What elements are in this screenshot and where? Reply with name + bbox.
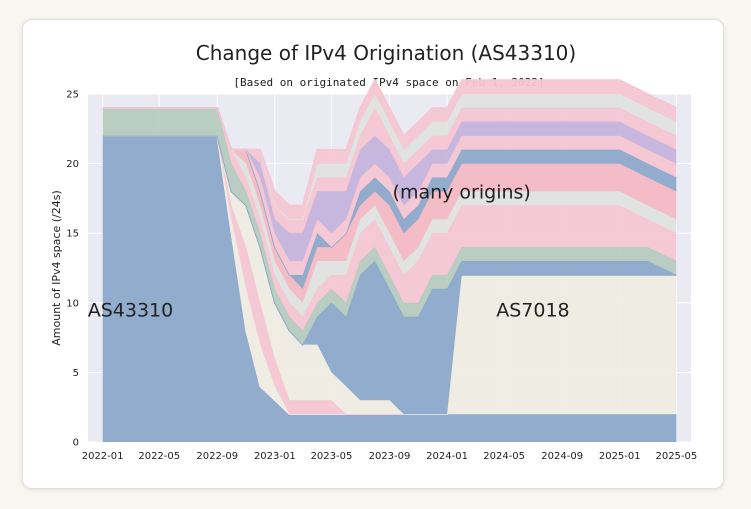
x-tick-label: 2025-01: [599, 451, 641, 462]
area-series-1: [102, 135, 677, 415]
y-tick-label: 25: [66, 90, 79, 101]
area-series-14: [102, 107, 677, 234]
x-tick-label: 2022-05: [138, 451, 180, 462]
x-tick-label: 2023-01: [254, 451, 296, 462]
annotation-label: (many origins): [393, 181, 531, 203]
area-series-13: [102, 107, 677, 262]
area-series-10: [102, 107, 677, 303]
x-axis-ticks: 2022-01 2022-05 2022-09 2023-01 2023-05 2023-…: [82, 451, 698, 462]
stacked-areas: [102, 78, 677, 443]
area-series-8: [102, 107, 677, 331]
x-tick-label: 2023-09: [369, 451, 411, 462]
x-tick-label: 2024-09: [541, 451, 583, 462]
y-tick-label: 0: [73, 438, 79, 449]
area-series-15: [102, 94, 677, 220]
y-axis-ticks: 0 5 10 15 20 25: [66, 90, 79, 449]
y-axis-label: Amount of IPv4 space (/24s): [50, 190, 63, 346]
area-series-12: [102, 107, 677, 276]
x-tick-label: 2024-05: [483, 451, 525, 462]
y-tick-label: 20: [66, 159, 79, 170]
area-series-11: [102, 107, 677, 289]
annotation-label: AS43310: [88, 300, 174, 322]
x-tick-label: 2022-01: [82, 451, 124, 462]
y-tick-label: 10: [66, 298, 79, 309]
x-tick-label: 2024-01: [426, 451, 468, 462]
x-tick-label: 2022-09: [196, 451, 238, 462]
area-series-7: [102, 107, 677, 345]
y-tick-label: 5: [73, 368, 79, 379]
annotation-label: AS7018: [496, 300, 569, 322]
annotations: AS43310 AS7018 (many origins): [88, 181, 570, 321]
chart-title: Change of IPv4 Origination (AS43310): [196, 41, 576, 65]
area-series-edge-16: [102, 78, 677, 207]
x-tick-label: 2023-05: [311, 451, 353, 462]
y-tick-label: 15: [66, 229, 79, 240]
area-series-0: [102, 135, 677, 443]
x-tick-label: 2025-05: [655, 451, 697, 462]
area-series-5: [102, 135, 677, 415]
